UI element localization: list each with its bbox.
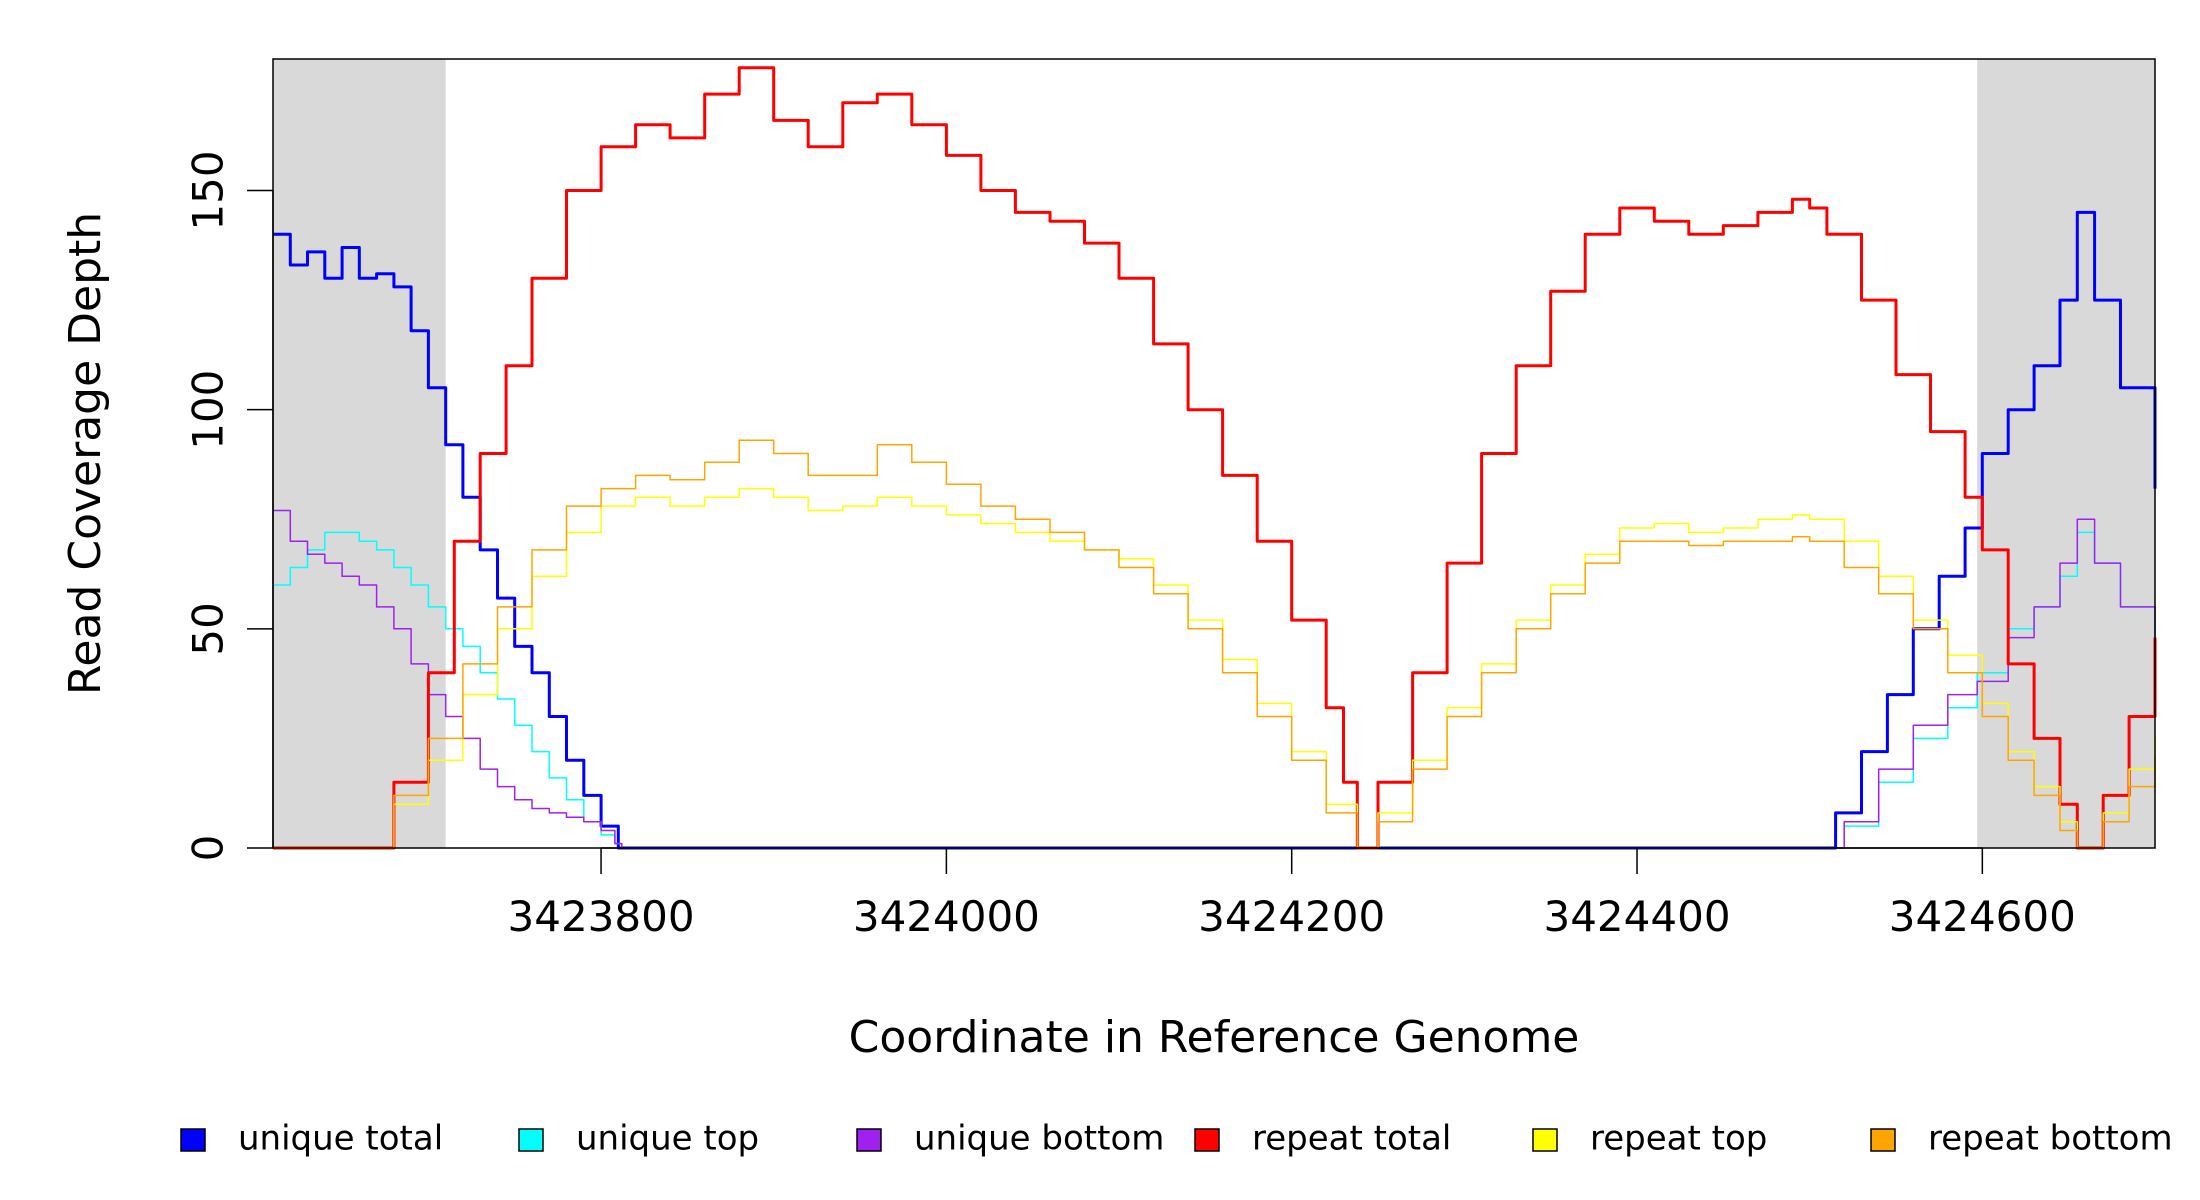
legend-swatch-repeat-total bbox=[1194, 1128, 1220, 1152]
y-axis-title: Read Coverage Depth bbox=[60, 212, 111, 695]
shaded-region-1 bbox=[273, 59, 446, 848]
series-line-repeat-top bbox=[273, 487, 2156, 849]
y-tick-label: 0 bbox=[184, 835, 233, 862]
legend-swatch-unique-top bbox=[518, 1128, 544, 1152]
legend-label-unique-top: unique top bbox=[576, 1119, 759, 1159]
x-axis-title: Coordinate in Reference Genome bbox=[849, 1012, 1580, 1063]
series-layer bbox=[273, 66, 2157, 850]
series-line-unique-top bbox=[273, 531, 2156, 849]
x-tick-label: 3424000 bbox=[853, 892, 1040, 941]
legend-label-repeat-bottom: repeat bottom bbox=[1928, 1119, 2173, 1159]
y-tick-label: 100 bbox=[184, 370, 233, 450]
y-axis: 0 50 100 150 bbox=[184, 150, 274, 861]
legend: unique total unique top unique bottom repea… bbox=[180, 1119, 2173, 1159]
legend-label-repeat-total: repeat total bbox=[1252, 1119, 1451, 1159]
legend-label-unique-total: unique total bbox=[238, 1119, 443, 1159]
series-line-repeat-bottom bbox=[273, 439, 2156, 849]
x-tick-label: 3424200 bbox=[1198, 892, 1385, 941]
legend-swatch-unique-bottom bbox=[856, 1128, 882, 1152]
x-tick-label: 3424600 bbox=[1889, 892, 2076, 941]
legend-swatch-repeat-top bbox=[1532, 1128, 1558, 1152]
x-axis: 3423800 3424000 3424200 3424400 3424600 bbox=[508, 847, 2076, 941]
series-line-unique-bottom bbox=[273, 509, 2156, 849]
legend-label-unique-bottom: unique bottom bbox=[914, 1119, 1164, 1159]
legend-swatch-unique-total bbox=[180, 1128, 206, 1152]
series-line-unique-total bbox=[273, 210, 2157, 850]
y-tick-label: 50 bbox=[184, 602, 233, 655]
x-tick-label: 3424400 bbox=[1543, 892, 1730, 941]
x-tick-label: 3423800 bbox=[508, 892, 695, 941]
legend-label-repeat-top: repeat top bbox=[1590, 1119, 1767, 1159]
plot-frame bbox=[272, 58, 2156, 849]
legend-swatch-repeat-bottom bbox=[1870, 1128, 1896, 1152]
shaded-regions bbox=[273, 59, 2155, 848]
y-tick-label: 150 bbox=[184, 150, 233, 230]
series-line-repeat-total bbox=[273, 66, 2157, 850]
